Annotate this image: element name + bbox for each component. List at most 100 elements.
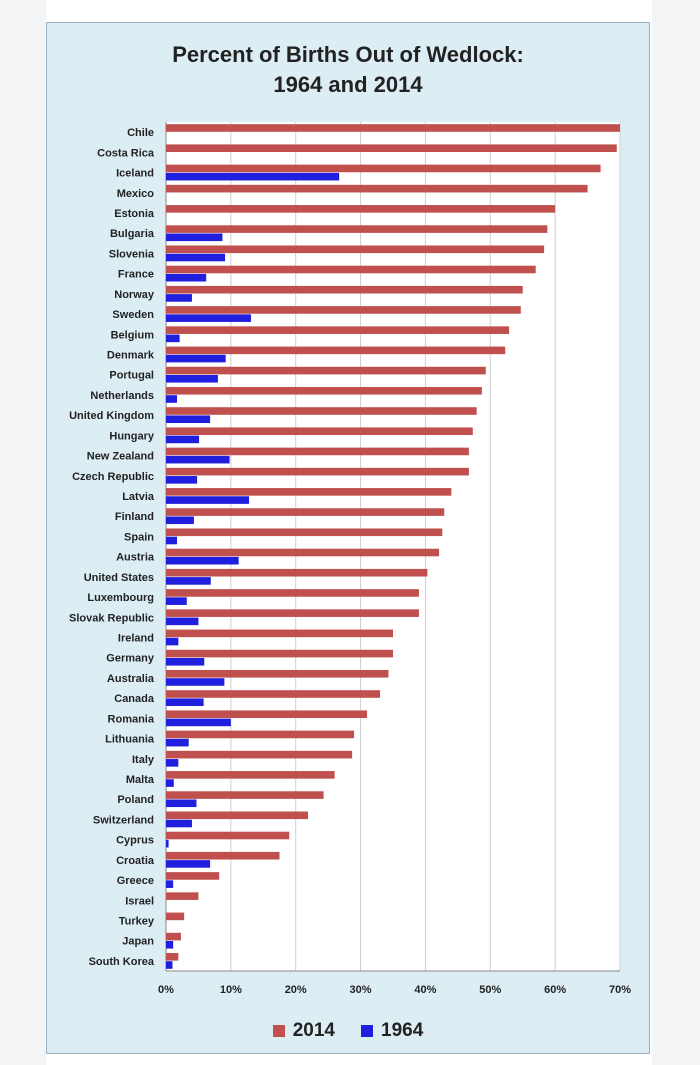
bar-2014-italy	[166, 750, 353, 759]
x-tick-label-50: 50%	[479, 984, 501, 996]
bar-2014-ireland	[166, 629, 393, 638]
plot-area	[166, 122, 620, 971]
bar-1964-slovak-republic	[166, 617, 199, 626]
y-tick-label-netherlands: Netherlands	[90, 390, 154, 402]
bar-2014-lithuania	[166, 730, 355, 739]
bar-1964-bulgaria	[166, 233, 223, 242]
y-tick-label-denmark: Denmark	[107, 349, 155, 361]
bar-2014-united-kingdom	[166, 407, 477, 415]
bar-2014-estonia	[166, 205, 556, 213]
x-tick-label-0: 0%	[158, 984, 174, 996]
bar-2014-luxembourg	[166, 589, 419, 597]
bar-1964-portugal	[166, 374, 218, 383]
y-tick-label-portugal: Portugal	[109, 370, 154, 382]
bar-2014-canada	[166, 690, 381, 698]
y-tick-label-canada: Canada	[114, 693, 155, 705]
chart-title-line-2: 1964 and 2014	[273, 72, 423, 97]
bar-2014-austria	[166, 548, 440, 557]
bar-2014-portugal	[166, 366, 486, 375]
bar-2014-new-zealand	[166, 447, 469, 456]
bar-2014-slovenia	[166, 245, 545, 254]
bar-2014-denmark	[166, 346, 506, 355]
bar-1964-ireland	[166, 637, 179, 646]
bar-2014-iceland	[166, 164, 601, 173]
bar-2014-netherlands	[166, 386, 482, 395]
y-tick-label-slovak-republic: Slovak Republic	[69, 612, 154, 624]
y-tick-label-costa-rica: Costa Rica	[97, 147, 155, 159]
bar-1964-spain	[166, 536, 178, 545]
bar-1964-united-states	[166, 577, 211, 585]
bar-1964-croatia	[166, 860, 211, 868]
x-tick-label-40: 40%	[414, 984, 436, 996]
y-tick-label-luxembourg: Luxembourg	[87, 592, 154, 604]
bar-2014-slovak-republic	[166, 609, 419, 617]
y-tick-label-new-zealand: New Zealand	[87, 451, 154, 463]
bar-2014-sweden	[166, 306, 521, 314]
bar-2014-chile	[166, 124, 620, 132]
bar-1964-cyprus	[166, 839, 169, 848]
bar-2014-australia	[166, 669, 389, 678]
y-tick-label-united-kingdom: United Kingdom	[69, 410, 154, 422]
bar-1964-sweden	[166, 314, 251, 322]
bar-1964-united-kingdom	[166, 415, 211, 424]
y-tick-label-estonia: Estonia	[114, 208, 155, 220]
y-tick-label-ireland: Ireland	[118, 632, 154, 644]
bar-2014-spain	[166, 528, 443, 537]
legend-label-1964: 1964	[381, 1020, 424, 1041]
bar-2014-japan	[166, 932, 181, 941]
y-tick-label-hungary: Hungary	[109, 430, 155, 442]
bar-1964-lithuania	[166, 738, 189, 747]
y-tick-label-slovenia: Slovenia	[109, 248, 155, 260]
y-tick-label-cyprus: Cyprus	[116, 835, 154, 847]
bar-2014-malta	[166, 771, 335, 779]
bar-1964-finland	[166, 516, 194, 525]
legend-label-2014: 2014	[292, 1020, 335, 1041]
bar-2014-croatia	[166, 851, 280, 860]
bar-2014-germany	[166, 649, 393, 658]
bar-2014-bulgaria	[166, 225, 548, 233]
bar-2014-romania	[166, 710, 368, 719]
bar-1964-romania	[166, 718, 231, 727]
y-tick-label-italy: Italy	[132, 754, 155, 766]
bar-1964-belgium	[166, 334, 180, 343]
y-tick-label-mexico: Mexico	[117, 188, 155, 200]
y-tick-label-chile: Chile	[127, 127, 154, 139]
y-tick-label-sweden: Sweden	[112, 309, 154, 321]
legend-item-1964: 1964	[361, 1020, 423, 1042]
bar-2014-united-states	[166, 568, 428, 577]
legend-item-2014: 2014	[272, 1020, 335, 1042]
bar-2014-costa-rica	[166, 144, 617, 153]
bar-2014-hungary	[166, 427, 473, 436]
bar-2014-south-korea	[166, 952, 179, 961]
y-tick-label-norway: Norway	[114, 289, 155, 301]
bar-2014-switzerland	[166, 811, 309, 820]
y-tick-label-south-korea: South Korea	[89, 956, 155, 968]
y-tick-label-israel: Israel	[125, 895, 154, 907]
bar-1964-italy	[166, 759, 179, 767]
bar-2014-france	[166, 265, 536, 274]
bar-1964-canada	[166, 698, 204, 707]
y-tick-label-france: France	[118, 269, 154, 281]
y-tick-label-belgium: Belgium	[111, 329, 155, 341]
bar-1964-poland	[166, 799, 197, 808]
bar-1964-japan	[166, 940, 174, 949]
chart-legend: 2014 1964	[46, 1020, 650, 1042]
bar-2014-poland	[166, 791, 324, 799]
bar-1964-iceland	[166, 172, 340, 181]
x-tick-label-30: 30%	[350, 984, 372, 996]
bar-2014-mexico	[166, 184, 588, 193]
y-tick-label-finland: Finland	[115, 511, 154, 523]
y-tick-label-united-states: United States	[84, 572, 154, 584]
bar-1964-denmark	[166, 354, 226, 363]
y-tick-label-australia: Australia	[107, 673, 155, 685]
bar-2014-greece	[166, 872, 220, 880]
legend-swatch-1964	[361, 1025, 373, 1037]
y-tick-label-switzerland: Switzerland	[93, 814, 154, 826]
bar-2014-finland	[166, 508, 445, 516]
bar-2014-turkey	[166, 912, 185, 921]
bar-2014-latvia	[166, 488, 452, 496]
bar-2014-belgium	[166, 326, 510, 334]
bar-2014-norway	[166, 285, 523, 294]
x-tick-label-20: 20%	[285, 984, 307, 996]
